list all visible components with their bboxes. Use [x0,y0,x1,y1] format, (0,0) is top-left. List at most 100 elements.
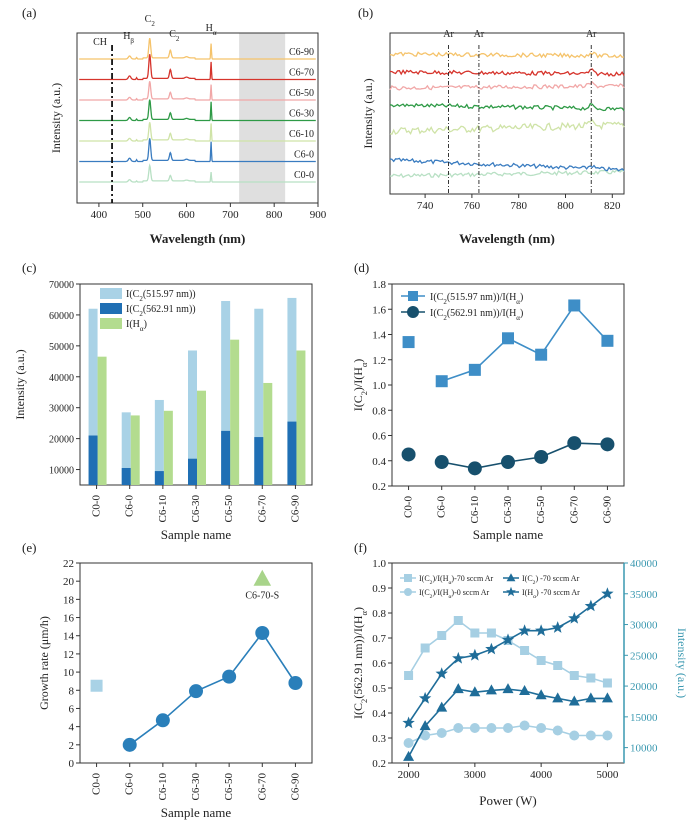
legend-marker [408,291,418,301]
y-tick-label: 4 [69,722,75,734]
legend-label: I(Hα) -70 sccm Ar [522,588,580,600]
bar-C0-0-1 [88,435,98,485]
y-axis-label: Intensity (a.u.) [13,349,27,419]
plot-frame [76,32,319,204]
growth-point-C6-30 [189,684,203,699]
legend-label: I(C2(562.91 nm))/I(Hα) [430,308,523,322]
point-4000 [535,624,548,636]
point-2250 [420,643,430,653]
panel-a: (a) C0-0 C6-0 C6-10 C6-30 C6-50 C6-70 C6-90 CH Hβ… [22,5,327,246]
point-3000 [468,648,481,661]
y-right-axis-label: Intensity (a.u.) [675,628,689,698]
bar-C6-50-0 [221,301,231,485]
y-tick-label: 16 [63,613,75,625]
bar-C6-10-1 [154,471,164,485]
panel-label: (d) [354,260,369,275]
spectrum-C6-0 [389,157,625,172]
y-tick-label: 0.8 [372,405,386,417]
shaded-region [239,33,286,203]
point-3250 [485,642,498,655]
legend-label: I(C2(562.91 nm)) [126,304,196,318]
point-2500 [436,728,447,738]
special-point [253,569,272,586]
panel-e: (e) C6-70-S C0-0 C6-0 C6-10 C6-30 C6-50 C6-70 C6… [22,540,313,820]
legend-swatch [100,288,122,299]
x-tick-label: 820 [604,200,621,212]
x-tick-label: C6-10 [157,773,169,801]
point-4750 [585,692,597,703]
bar-C6-30-2 [197,390,206,485]
x-tick-label: C0-0 [91,495,103,518]
y-tick-label: 0.3 [372,733,386,745]
growth-point-C0-0 [90,679,103,692]
y-tick-label: 0.6 [372,431,386,443]
y-axis-label: Intensity (a.u.) [49,83,63,153]
growth-point-C6-70 [255,626,270,640]
series-label-C6-10: C6-10 [289,129,314,140]
annotation-CH: CH [93,37,107,48]
spectrum-C6-30 [79,99,316,122]
y-axis-label: I(C2)/I(Hα) [351,359,369,412]
point-3750 [518,624,531,636]
x-tick-label: C6-90 [289,773,301,801]
point-3000 [469,686,481,697]
growth-point-C6-90 [288,676,303,690]
point-4750 [584,599,597,612]
y-tick-label: 18 [63,594,75,606]
point-4500 [568,611,581,624]
bar-C6-70-0 [254,308,264,485]
annotation-Ar: Ar [586,29,597,40]
x-axis-label: Wavelength (nm) [150,231,246,246]
legend-label: I(C2(515.97 nm)) [126,289,196,303]
y-tick-label: 0.8 [372,608,386,620]
x-tick-label: C6-50 [535,496,547,524]
point-2750 [452,683,464,694]
panel-d: (d) C0-0 C6-0 C6-10 C6-30 C6-50 C6-70 C6-90 0.2 0… [351,260,625,542]
x-tick-label: C0-0 [403,496,415,519]
special-point-label: C6-70-S [245,590,279,601]
y-tick-label: 40000 [49,373,74,384]
y-tick-label: 0.9 [372,583,386,595]
point-5000 [601,587,614,599]
spectrum-C6-10 [79,122,316,142]
x-tick-label: 400 [91,209,108,221]
y-tick-label: 30000 [49,404,74,415]
bar-C0-0-2 [97,356,107,485]
point-C6-50 [534,449,549,464]
point-C6-50 [535,348,548,361]
spectrum-C6-90 [79,37,316,60]
y-tick-label: 10 [63,667,75,679]
point-2000 [402,716,415,729]
x-tick-label: 740 [417,200,434,212]
series-label-C0-0: C0-0 [294,170,314,181]
point-4500 [569,730,580,741]
point-3750 [519,720,530,731]
point-2250 [419,720,431,731]
y-tick-label: 0.4 [372,456,386,468]
point-3750 [519,685,531,695]
y-tick-label: 22 [63,558,74,570]
x-tick-label: 4000 [530,769,553,781]
point-2500 [436,701,448,712]
y-tick-label: 0.4 [372,708,386,720]
legend-label: I(C2)/I(Hα)-0 sccm Ar [419,588,490,600]
y-tick-label: 0.2 [372,481,386,493]
x-tick-label: 900 [310,209,327,221]
panel-label: (e) [22,540,36,555]
legend-marker [506,586,516,597]
x-tick-label: C6-10 [157,495,169,523]
y-tick-label: 0.5 [372,683,386,695]
point-2500 [435,667,448,679]
panel-label: (a) [22,5,36,20]
point-3750 [520,646,530,655]
x-tick-label: C6-30 [190,495,202,523]
y-right-tick-label: 10000 [630,743,658,755]
y-tick-label: 1.4 [372,330,386,342]
point-3000 [469,723,480,733]
spectrum-C0-0 [79,163,316,183]
bar-C6-50-2 [230,339,240,485]
point-4750 [585,730,596,741]
spectrum-C6-90 [389,51,625,59]
y-right-tick-label: 30000 [630,620,658,632]
